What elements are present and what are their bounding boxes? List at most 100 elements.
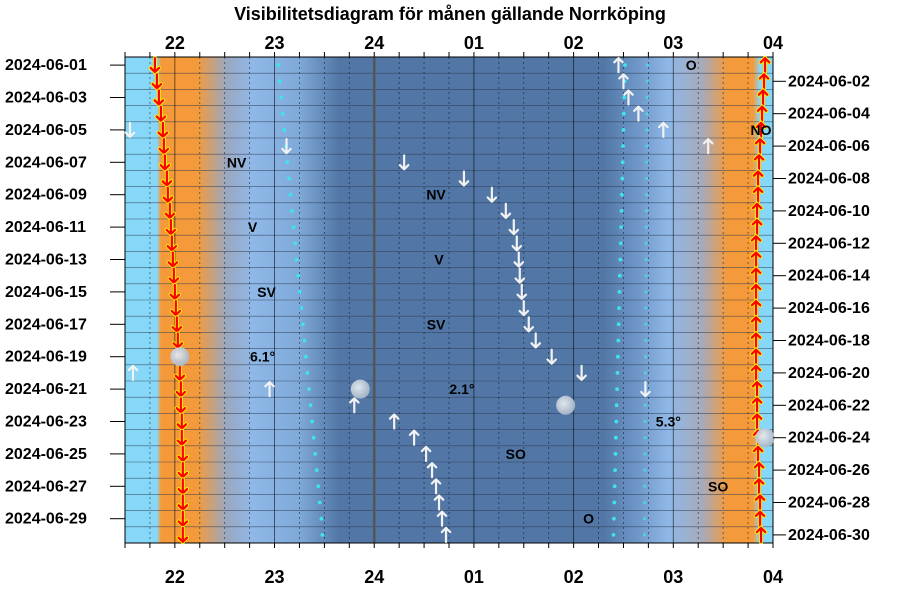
- sunset-arrow: [174, 396, 188, 416]
- annotation-label: NO: [751, 122, 772, 138]
- arrow-stroke: [161, 170, 173, 187]
- left-date-label: 2024-06-19: [5, 349, 87, 366]
- dot: [644, 258, 648, 261]
- arrow-stroke: [752, 170, 764, 187]
- annotation-label: SO: [506, 446, 526, 462]
- dot: [644, 339, 648, 342]
- right-date-label: 2024-06-08: [788, 171, 870, 188]
- moonset-arrow: [281, 138, 292, 155]
- arrow-stroke: [175, 381, 187, 398]
- arrow-stroke: [157, 121, 169, 138]
- arrow-stroke: [500, 202, 512, 219]
- dot: [615, 354, 620, 359]
- dot: [617, 306, 621, 310]
- left-date-label: 2024-06-25: [5, 446, 87, 463]
- arrow-stroke: [164, 202, 176, 219]
- sunrise-arrow: [751, 444, 765, 463]
- sunrise-arrow: [753, 492, 767, 512]
- moonset-arrow: [514, 267, 526, 284]
- moonrise-arrow: [426, 462, 438, 479]
- dot: [645, 79, 649, 83]
- arrow-stroke: [153, 89, 165, 106]
- moonset-arrow: [508, 219, 520, 236]
- arrow-stroke: [508, 219, 520, 236]
- dot: [279, 95, 284, 100]
- moonrise-arrow: [388, 413, 400, 430]
- arrow-stroke: [168, 267, 180, 284]
- sunset-arrow: [161, 185, 175, 205]
- dot: [313, 452, 318, 456]
- arrow-stroke: [171, 316, 183, 333]
- dot: [617, 273, 622, 278]
- right-date-label: 2024-06-10: [788, 203, 870, 220]
- left-date-label: 2024-06-03: [5, 90, 87, 107]
- dot: [294, 257, 299, 262]
- arrow-stroke: [408, 429, 420, 446]
- dot: [619, 225, 623, 230]
- sunrise-arrow: [755, 103, 769, 123]
- arrow-stroke: [348, 397, 360, 414]
- dot: [307, 387, 311, 391]
- arrow-stroke: [758, 73, 770, 90]
- arrow-stroke: [514, 267, 526, 284]
- arrow-stroke: [754, 510, 766, 527]
- moonset-arrow: [458, 170, 470, 187]
- moonrise-arrow: [433, 494, 445, 511]
- moonrise-arrow: [430, 478, 442, 495]
- arrow-stroke: [752, 186, 764, 203]
- arrow-stroke: [755, 526, 767, 543]
- right-date-label: 2024-06-06: [788, 138, 870, 155]
- dot: [303, 354, 308, 359]
- sunset-arrow: [175, 412, 189, 432]
- annotation-label: SV: [427, 316, 446, 332]
- sunrise-arrow: [756, 87, 770, 107]
- arrow-stroke: [750, 251, 762, 268]
- annotation-label: 5.3°: [656, 414, 681, 430]
- moonrise-arrow: [702, 138, 714, 155]
- dot: [286, 176, 291, 181]
- arrow-stroke: [750, 364, 762, 381]
- arrow-stroke: [576, 364, 587, 381]
- arrow-stroke: [750, 235, 762, 252]
- arrow-stroke: [149, 57, 161, 74]
- moon-arrows: [124, 57, 714, 543]
- dot: [291, 225, 296, 230]
- sunset-arrow: [176, 444, 190, 464]
- dot: [621, 144, 625, 149]
- left-date-label: 2024-06-09: [5, 187, 87, 204]
- moon-icons: [170, 347, 775, 448]
- dot: [619, 209, 624, 213]
- arrow-stroke: [753, 462, 765, 479]
- dot: [319, 516, 324, 521]
- annotation-label: V: [434, 252, 444, 268]
- moonrise-arrow: [658, 121, 669, 138]
- moonrise-arrow: [348, 397, 360, 414]
- dot: [316, 484, 321, 489]
- left-date-label: 2024-06-05: [5, 122, 87, 139]
- sunset-arrow: [168, 282, 182, 302]
- dot: [616, 338, 621, 343]
- dot: [285, 160, 290, 165]
- dot: [296, 273, 301, 278]
- dot: [643, 484, 647, 488]
- sunrise-arrow: [750, 395, 764, 415]
- astronomical-dots: [276, 63, 649, 537]
- arrow-stroke: [754, 138, 766, 155]
- sunset-arrow: [157, 137, 171, 156]
- dot: [645, 63, 649, 67]
- arrow-stroke: [175, 397, 187, 414]
- arrow-stroke: [513, 251, 525, 268]
- bottom-hour-label: 02: [564, 567, 584, 587]
- arrow-stroke: [750, 332, 762, 349]
- arrow-stroke: [530, 332, 542, 349]
- arrow-stroke: [436, 510, 448, 527]
- arrow-stroke: [177, 526, 189, 543]
- arrow-stroke: [430, 478, 442, 495]
- moonrise-arrow: [440, 526, 452, 543]
- dot: [613, 435, 618, 440]
- arrow-stroke: [546, 348, 557, 365]
- arrow-stroke: [170, 300, 182, 317]
- arrow-stroke: [426, 462, 438, 479]
- bottom-hour-label: 22: [165, 567, 185, 587]
- top-hour-label: 03: [663, 33, 683, 53]
